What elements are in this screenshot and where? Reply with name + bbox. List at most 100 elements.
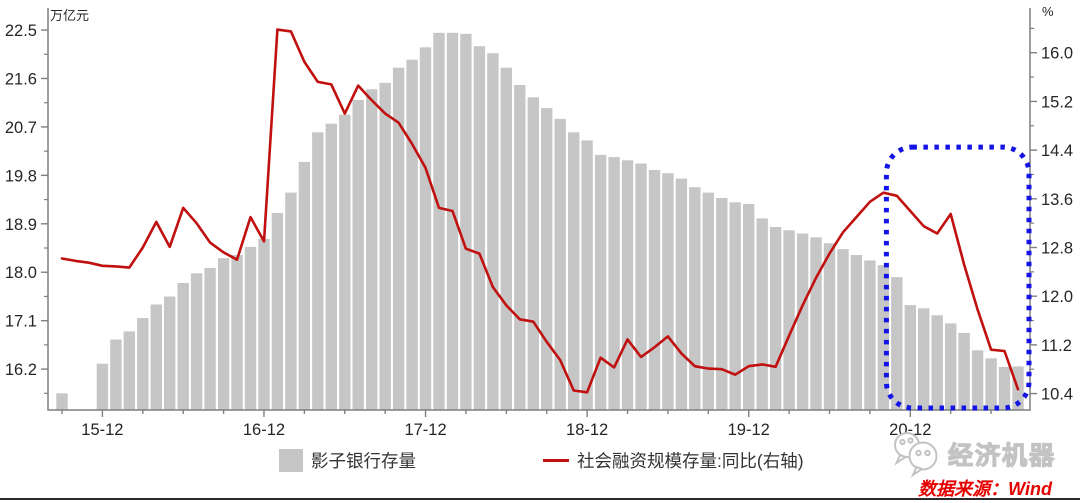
y-left-tick-label: 20.7 (5, 119, 37, 137)
bar (244, 246, 257, 410)
bar (123, 331, 135, 410)
bar (473, 46, 486, 410)
y-right-tick-label: 12.0 (1041, 288, 1073, 306)
bar (837, 249, 849, 410)
bar (729, 202, 741, 410)
trend-line (60, 28, 1020, 394)
bar (985, 358, 997, 410)
bar (608, 157, 620, 410)
bar (433, 32, 445, 411)
watermark: 经济机器 (890, 430, 1056, 478)
legend-label-line: 社会融资规模存量:同比(右轴) (577, 451, 804, 471)
chat-bubbles-icon (893, 432, 938, 478)
y-left-tick-label: 19.8 (5, 167, 37, 185)
bar (783, 230, 795, 410)
bar (541, 108, 553, 410)
bar (796, 233, 809, 410)
bar (716, 198, 728, 410)
bar (648, 170, 661, 410)
bar (891, 277, 903, 410)
legend: 影子银行存量 社会融资规模存量:同比(右轴) (279, 448, 804, 473)
y-left-tick-label: 21.6 (5, 71, 37, 89)
legend-item-bars: 影子银行存量 (279, 448, 416, 473)
bar (446, 32, 459, 411)
y-left-tick-label: 18.9 (5, 216, 37, 234)
bar (769, 227, 782, 410)
bar (150, 304, 162, 410)
y-left-tick-label: 16.2 (5, 361, 37, 379)
data-source-label: 数据来源：Wind (918, 479, 1052, 499)
y-right-tick-label: 14.4 (1041, 142, 1073, 160)
x-tick-label: 16-12 (243, 421, 285, 439)
bar (971, 350, 984, 410)
bar (392, 67, 405, 410)
bar (487, 53, 499, 410)
legend-item-line: 社会融资规模存量:同比(右轴) (543, 448, 804, 473)
bar (594, 154, 607, 410)
y-left-tick-label: 18.0 (5, 264, 37, 282)
bar (864, 260, 876, 410)
legend-label-bars: 影子银行存量 (311, 451, 416, 471)
x-tick-label: 19-12 (728, 421, 770, 439)
x-tick-label: 18-12 (566, 421, 608, 439)
y-left-tick-label: 22.5 (5, 22, 37, 40)
bar (877, 265, 890, 410)
bar (217, 258, 230, 410)
bar (137, 318, 149, 410)
bar (958, 333, 970, 410)
bar (554, 118, 566, 411)
right-axis-unit: % (1042, 4, 1054, 19)
bar (406, 59, 418, 410)
bar (56, 393, 68, 410)
y-right-tick-label: 15.2 (1041, 93, 1073, 111)
x-tick-label: 17-12 (404, 421, 446, 439)
bar (621, 160, 634, 410)
bar (998, 366, 1011, 410)
bar (190, 273, 203, 410)
legend-mark-line (543, 458, 569, 463)
bar (568, 132, 580, 411)
y-right-tick-label: 10.4 (1041, 386, 1073, 404)
y-left-tick-label: 17.1 (5, 313, 37, 331)
bar (823, 243, 836, 410)
bar (96, 363, 109, 410)
bar (918, 308, 930, 410)
bar (945, 323, 957, 410)
bar (258, 238, 270, 410)
bar (581, 140, 593, 410)
bar (298, 161, 311, 410)
bar (675, 178, 688, 410)
bar (339, 114, 351, 410)
bar (164, 296, 176, 410)
bottom-divider (0, 498, 1080, 500)
y-right-tick-label: 13.6 (1041, 191, 1073, 209)
bar (931, 315, 943, 410)
bar (527, 97, 539, 411)
bar (514, 85, 526, 410)
bar (850, 255, 863, 410)
bar (110, 339, 122, 410)
bar (325, 123, 337, 410)
bar (743, 203, 755, 410)
bar (689, 187, 701, 410)
bar (366, 89, 378, 411)
bar (702, 192, 714, 410)
bar (756, 218, 768, 410)
bar (635, 163, 647, 410)
bar (285, 192, 297, 410)
left-axis-unit: 万亿元 (50, 8, 89, 23)
bar (231, 255, 243, 410)
bar (419, 47, 432, 411)
bar (460, 33, 472, 411)
y-right-tick-label: 16.0 (1041, 45, 1073, 63)
y-right-tick-label: 12.8 (1041, 239, 1073, 257)
highlight-box (883, 144, 1032, 411)
y-right-tick-label: 11.2 (1041, 337, 1072, 355)
bar (379, 82, 391, 411)
x-tick-label: 15-12 (81, 421, 123, 439)
bar (904, 305, 916, 410)
legend-swatch-bar (279, 449, 303, 472)
bar (204, 267, 216, 410)
